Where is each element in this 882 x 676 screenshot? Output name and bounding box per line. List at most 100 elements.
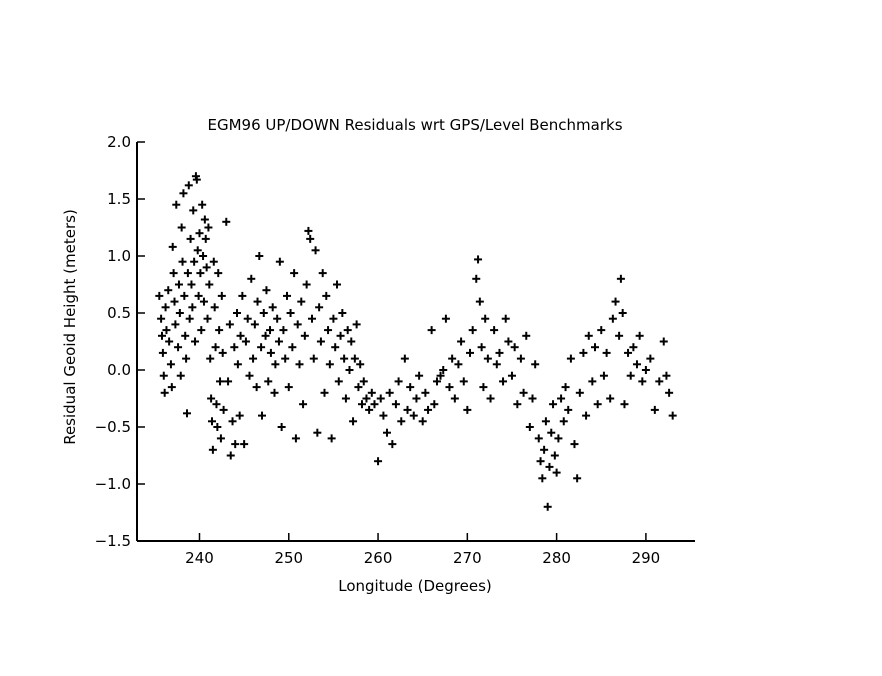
data-point xyxy=(626,371,635,380)
data-point xyxy=(200,215,209,224)
data-point xyxy=(208,445,217,454)
data-point xyxy=(178,257,187,266)
data-point xyxy=(171,320,180,329)
data-point xyxy=(341,394,350,403)
data-point xyxy=(188,303,197,312)
data-point xyxy=(157,314,166,323)
data-point xyxy=(357,400,366,409)
data-point xyxy=(479,383,488,392)
data-point xyxy=(538,474,547,483)
data-point xyxy=(210,303,219,312)
data-point xyxy=(245,371,254,380)
y-tick-label: −1.5 xyxy=(95,532,131,550)
data-point xyxy=(611,297,620,306)
data-point xyxy=(257,411,266,420)
x-tick-label: 260 xyxy=(364,549,393,567)
data-point xyxy=(632,360,641,369)
data-point xyxy=(501,314,510,323)
data-point xyxy=(194,291,203,300)
data-point xyxy=(250,320,259,329)
data-point xyxy=(270,388,279,397)
data-point xyxy=(212,400,221,409)
data-point xyxy=(306,234,315,243)
data-point xyxy=(271,360,280,369)
data-point xyxy=(243,314,252,323)
data-point xyxy=(252,383,261,392)
data-point xyxy=(370,400,379,409)
data-point xyxy=(436,371,445,380)
data-point xyxy=(534,434,543,443)
y-tick-label: 2.0 xyxy=(107,133,131,151)
data-point xyxy=(264,377,273,386)
data-point xyxy=(655,377,664,386)
data-point xyxy=(205,280,214,289)
data-point xyxy=(588,377,597,386)
data-point xyxy=(300,331,309,340)
data-point xyxy=(197,326,206,335)
data-points xyxy=(155,172,677,511)
data-point xyxy=(547,428,556,437)
data-point xyxy=(327,434,336,443)
data-point xyxy=(225,320,234,329)
data-point xyxy=(247,274,256,283)
data-point xyxy=(293,320,302,329)
data-point xyxy=(629,343,638,352)
y-axis-title: Residual Geoid Height (meters) xyxy=(61,209,79,445)
x-axis-title: Longitude (Degrees) xyxy=(338,577,492,595)
data-point xyxy=(307,314,316,323)
data-point xyxy=(268,303,277,312)
data-point xyxy=(448,354,457,363)
data-point xyxy=(281,354,290,363)
data-point xyxy=(174,280,183,289)
data-point xyxy=(304,226,313,235)
data-point xyxy=(531,360,540,369)
data-point xyxy=(165,337,174,346)
data-point xyxy=(570,440,579,449)
data-point xyxy=(543,502,552,511)
y-tick-label: −1.0 xyxy=(95,475,131,493)
data-point xyxy=(211,343,220,352)
data-point xyxy=(325,360,334,369)
axes: 240 250 260 270 280 290 −1.5 −1.0 −0.5 0.0 0.5 1.0 1… xyxy=(95,133,695,567)
data-point xyxy=(186,234,195,243)
data-point xyxy=(457,337,466,346)
data-point xyxy=(155,291,164,300)
data-point xyxy=(391,400,400,409)
data-point xyxy=(279,326,288,335)
data-point xyxy=(445,383,454,392)
data-point xyxy=(228,417,237,426)
data-point xyxy=(641,366,650,374)
data-point xyxy=(169,269,178,278)
data-point xyxy=(352,320,361,329)
data-point xyxy=(167,383,176,392)
data-point xyxy=(273,314,282,323)
data-point xyxy=(665,388,674,397)
data-point xyxy=(474,255,483,264)
data-point xyxy=(450,394,459,403)
data-point xyxy=(400,354,409,363)
data-point xyxy=(299,400,308,409)
data-point xyxy=(161,303,170,312)
y-tick-label: 1.5 xyxy=(107,190,131,208)
data-point xyxy=(602,348,611,357)
y-tick-label: 1.0 xyxy=(107,247,131,265)
data-point xyxy=(170,297,179,306)
data-point xyxy=(166,360,175,369)
data-point xyxy=(409,411,418,420)
data-point xyxy=(160,388,169,397)
data-point xyxy=(597,326,606,335)
data-point xyxy=(192,175,201,184)
data-point xyxy=(177,223,186,232)
data-point xyxy=(579,348,588,357)
data-point xyxy=(206,354,215,363)
data-point xyxy=(226,451,235,460)
data-point xyxy=(240,440,249,449)
data-point xyxy=(454,360,463,369)
data-point xyxy=(415,371,424,380)
data-point xyxy=(214,269,223,278)
data-point xyxy=(198,200,207,209)
data-point xyxy=(472,274,481,283)
data-point xyxy=(318,269,327,278)
chart-title: EGM96 UP/DOWN Residuals wrt GPS/Level Be… xyxy=(207,116,622,134)
data-point xyxy=(297,297,306,306)
